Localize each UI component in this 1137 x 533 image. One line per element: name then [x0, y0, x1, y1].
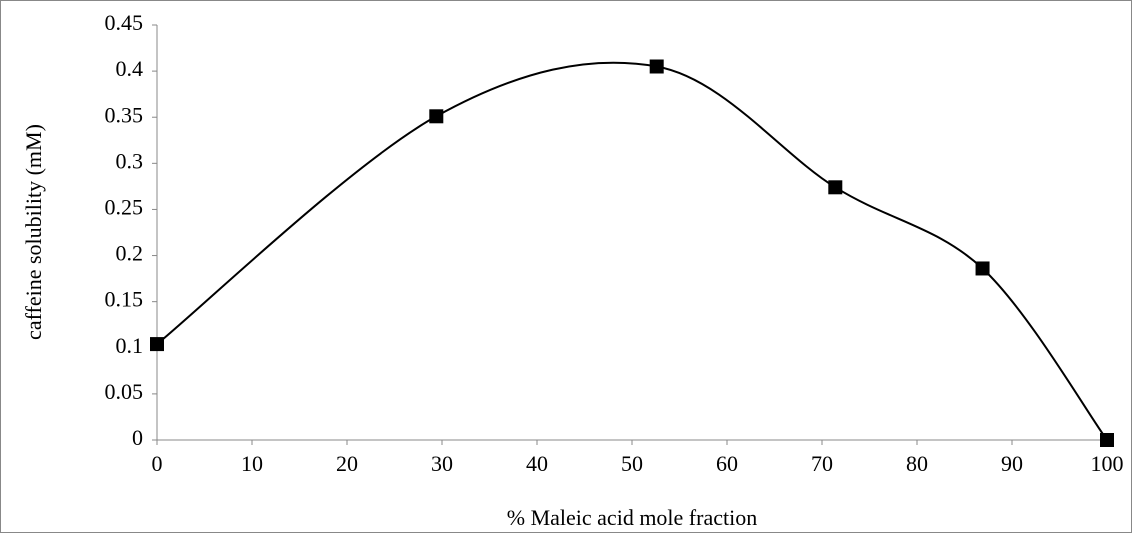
x-tick-label: 100 [1091, 451, 1124, 476]
marker [649, 59, 664, 74]
marker [1100, 433, 1114, 447]
x-tick-label: 10 [241, 451, 263, 476]
marker [150, 337, 164, 352]
y-axis-label: caffeine solubility (mM) [21, 124, 46, 340]
x-tick-label: 20 [336, 451, 358, 476]
y-tick-label: 0.2 [116, 241, 144, 266]
line [156, 61, 1108, 441]
y-tick-label: 0.45 [105, 10, 144, 35]
marker [429, 109, 444, 124]
x-tick-label: 90 [1001, 451, 1023, 476]
y-tick-label: 0.4 [116, 56, 144, 81]
y-tick-label: 0.35 [105, 102, 144, 127]
x-tick-label: 30 [431, 451, 453, 476]
x-tick-label: 0 [152, 451, 163, 476]
y-tick-label: 0.1 [116, 333, 144, 358]
y-tick-label: 0.3 [116, 148, 144, 173]
marker [975, 261, 990, 276]
y-tick-label: 0 [132, 425, 143, 450]
y-tick-label: 0.25 [105, 194, 144, 219]
x-tick-label: 80 [906, 451, 928, 476]
marker [828, 180, 843, 195]
x-tick-label: 50 [621, 451, 643, 476]
x-axis-label: % Maleic acid mole fraction [507, 505, 757, 530]
y-tick-label: 0.15 [105, 287, 144, 312]
x-tick-label: 70 [811, 451, 833, 476]
x-tick-label: 60 [716, 451, 738, 476]
x-tick-label: 40 [526, 451, 548, 476]
y-tick-label: 0.05 [105, 379, 144, 404]
